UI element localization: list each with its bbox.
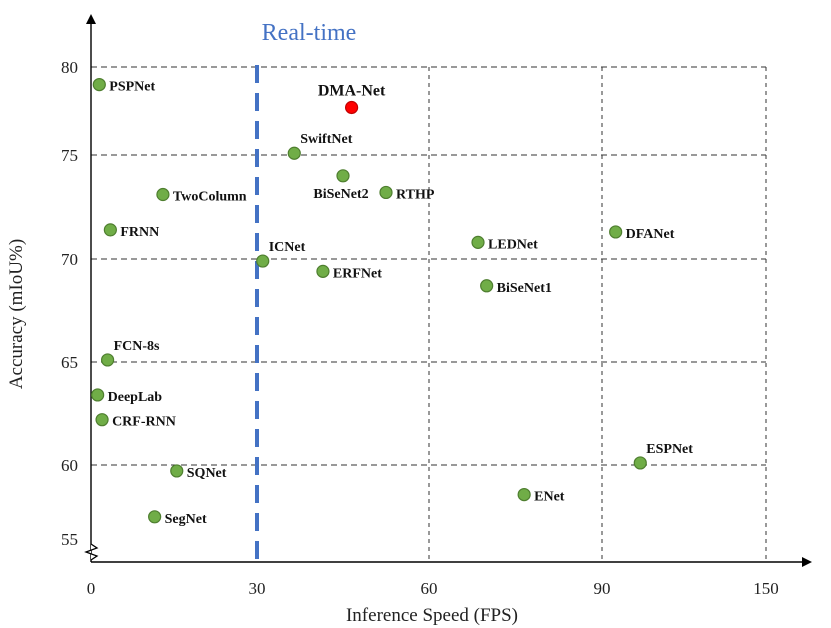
label-frnn: FRNN (120, 225, 159, 240)
y-tick-label: 70 (61, 250, 78, 269)
point-crf-rnn (95, 413, 109, 427)
point-bisenet1 (480, 279, 494, 293)
y-tick-label: 80 (61, 58, 78, 77)
y-tick-label: 75 (61, 146, 78, 165)
y-axis-arrow (86, 14, 96, 24)
point-erfnet (316, 264, 330, 278)
point-fcn-8s (100, 353, 115, 367)
point-enet (517, 488, 531, 502)
label-swiftnet: SwiftNet (300, 132, 352, 147)
axis-break-icon (84, 543, 99, 561)
x-tick-label: 60 (421, 579, 438, 598)
label-bisenet2: BiSeNet2 (313, 187, 368, 202)
label-fcn-8s: FCN-8s (114, 339, 160, 354)
x-tick-label: 30 (249, 579, 266, 598)
realtime-threshold: Real-time (255, 20, 357, 562)
point-rthp (379, 185, 393, 200)
point-espnet (633, 456, 647, 470)
point-labels: PSPNet DMA-Net SwiftNet BiSeNet2 RTHP TwoColu… (108, 80, 694, 527)
label-lednet: LEDNet (488, 237, 538, 252)
label-icnet: ICNet (269, 240, 306, 255)
label-sqnet: SQNet (187, 466, 227, 481)
y-tick-label: 65 (61, 353, 78, 372)
label-espnet: ESPNet (646, 442, 693, 457)
x-axis-title: Inference Speed (FPS) (346, 605, 518, 626)
point-twocolumn (156, 187, 170, 202)
label-deeplab: DeepLab (108, 390, 163, 405)
point-sqnet (170, 464, 184, 478)
point-bisenet2 (336, 169, 350, 183)
label-twocolumn: TwoColumn (173, 190, 247, 205)
label-erfnet: ERFNet (333, 266, 382, 281)
x-tick-label: 150 (753, 579, 779, 598)
y-tick-label: 60 (61, 456, 78, 475)
point-pspnet (92, 77, 106, 92)
label-bisenet1: BiSeNet1 (497, 281, 552, 296)
x-tick-label: 0 (87, 579, 96, 598)
y-axis-title: Accuracy (mIoU%) (6, 239, 27, 389)
label-crf-rnn: CRF-RNN (112, 415, 176, 430)
point-dma-net (345, 100, 359, 115)
label-segnet: SegNet (165, 512, 207, 527)
data-points (91, 77, 647, 524)
label-dfanet: DFANet (626, 227, 675, 242)
label-dma-net: DMA-Net (318, 82, 386, 99)
tick-labels: 0 30 60 90 150 55 60 65 70 75 80 (61, 58, 779, 598)
label-rthp: RTHP (396, 187, 435, 202)
point-segnet (148, 510, 162, 524)
point-lednet (471, 235, 485, 249)
x-tick-label: 90 (594, 579, 611, 598)
label-pspnet: PSPNet (109, 80, 155, 95)
x-axis-arrow (802, 557, 812, 567)
point-deeplab (91, 388, 105, 402)
point-icnet (256, 254, 270, 268)
label-enet: ENet (534, 490, 565, 505)
point-frnn (103, 223, 117, 237)
point-dfanet (609, 225, 623, 239)
grid-lines (91, 66, 767, 562)
point-swiftnet (287, 146, 301, 160)
realtime-label: Real-time (262, 20, 357, 46)
axes (84, 14, 812, 567)
y-tick-label: 55 (61, 530, 78, 549)
